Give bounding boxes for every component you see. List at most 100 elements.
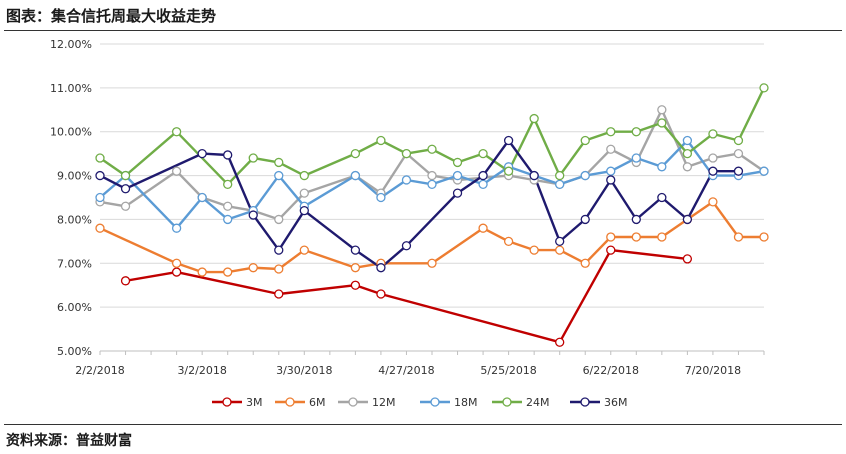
data-point-24m (657, 118, 667, 128)
legend-label-12m: 12M (372, 396, 396, 409)
y-tick-label: 10.00% (50, 126, 92, 139)
data-point-18m (555, 179, 565, 189)
data-point-3m (274, 289, 284, 299)
data-point-3m (171, 267, 182, 277)
legend-swatch-marker (502, 397, 512, 407)
data-point-3m (120, 276, 131, 286)
data-point-24m (299, 170, 309, 181)
data-point-18m (274, 170, 284, 181)
data-point-6m (478, 223, 488, 233)
data-point-12m (708, 153, 718, 163)
data-point-36m (248, 210, 258, 220)
data-point-18m (376, 192, 386, 203)
source-note: 资料来源：普益财富 (6, 433, 132, 449)
legend-swatch-marker (580, 397, 590, 407)
data-point-12m (682, 162, 693, 172)
data-point-36m (350, 245, 361, 255)
legend-swatch-marker (348, 397, 358, 407)
data-point-24m (478, 148, 488, 159)
y-tick-label: 11.00% (50, 82, 92, 95)
data-point-36m (657, 192, 667, 203)
data-point-18m (197, 192, 207, 203)
data-point-24m (631, 127, 641, 137)
data-point-18m (401, 175, 412, 185)
data-point-6m (708, 197, 718, 207)
x-tick-label: 3/2/2018 (177, 364, 226, 377)
data-point-18m (452, 170, 463, 181)
data-point-12m (120, 201, 131, 211)
data-point-24m (529, 113, 539, 124)
data-point-24m (682, 148, 693, 159)
data-point-12m (427, 170, 437, 181)
legend-label-6m: 6M (309, 396, 326, 409)
x-tick-label: 2/2/2018 (75, 364, 124, 377)
series-line-6m (99, 200, 764, 274)
data-point-24m (503, 166, 514, 176)
data-point-6m (350, 263, 361, 273)
data-point-12m (733, 148, 744, 159)
data-point-18m (95, 192, 105, 203)
data-point-12m (299, 188, 309, 198)
data-point-18m (427, 179, 437, 189)
data-point-36m (631, 214, 641, 225)
data-point-6m (427, 258, 437, 268)
data-point-6m (631, 232, 641, 242)
data-point-18m (606, 166, 616, 176)
y-tick-label: 5.00% (57, 345, 92, 358)
data-point-12m (223, 201, 233, 211)
data-point-3m (606, 245, 616, 255)
data-point-18m (350, 170, 361, 181)
chart-title: 图表：集合信托周最大收益走势 (6, 7, 217, 25)
x-tick-label: 7/20/2018 (685, 364, 741, 377)
data-point-24m (452, 157, 463, 168)
series-line-3m (125, 248, 688, 344)
data-point-24m (606, 127, 616, 137)
data-point-36m (555, 236, 565, 247)
data-point-6m (503, 236, 514, 247)
data-point-18m (171, 223, 182, 233)
data-point-24m (171, 127, 182, 137)
y-tick-label: 7.00% (57, 257, 92, 270)
data-point-3m (376, 289, 386, 299)
data-point-36m (708, 166, 718, 176)
data-point-6m (223, 267, 233, 277)
data-point-18m (759, 166, 769, 176)
data-point-3m (555, 337, 565, 347)
data-point-24m (223, 179, 233, 189)
data-point-18m (223, 214, 233, 225)
data-point-24m (350, 148, 361, 159)
legend-label-3m: 3M (246, 396, 263, 409)
data-point-36m (223, 150, 233, 160)
x-tick-label: 4/27/2018 (378, 364, 434, 377)
data-point-24m (376, 135, 386, 146)
data-point-24m (248, 153, 258, 163)
data-point-24m (759, 83, 769, 93)
data-point-36m (733, 166, 744, 176)
data-point-6m (606, 232, 616, 242)
x-tick-label: 3/30/2018 (276, 364, 332, 377)
data-point-36m (299, 206, 309, 216)
data-point-24m (120, 170, 131, 181)
data-point-6m (171, 258, 182, 268)
legend-label-36m: 36M (604, 396, 628, 409)
data-point-36m (120, 184, 131, 194)
title-bar: 图表：集合信托周最大收益走势 (4, 2, 842, 31)
series-line-36m (99, 139, 739, 269)
legend-label-24m: 24M (526, 396, 550, 409)
data-point-18m (657, 162, 667, 172)
y-tick-label: 8.00% (57, 213, 92, 226)
data-point-24m (401, 148, 412, 159)
y-tick-label: 12.00% (50, 38, 92, 51)
data-point-6m (274, 264, 284, 274)
data-point-36m (197, 148, 207, 159)
data-point-18m (580, 170, 590, 181)
x-tick-label: 5/25/2018 (480, 364, 536, 377)
x-tick-label: 6/22/2018 (583, 364, 639, 377)
data-point-36m (376, 263, 386, 273)
y-tick-label: 9.00% (57, 170, 92, 183)
data-point-3m (682, 254, 693, 264)
data-point-6m (95, 223, 105, 233)
data-point-12m (606, 144, 616, 154)
data-point-12m (274, 214, 284, 225)
legend-swatch-marker (222, 397, 232, 407)
